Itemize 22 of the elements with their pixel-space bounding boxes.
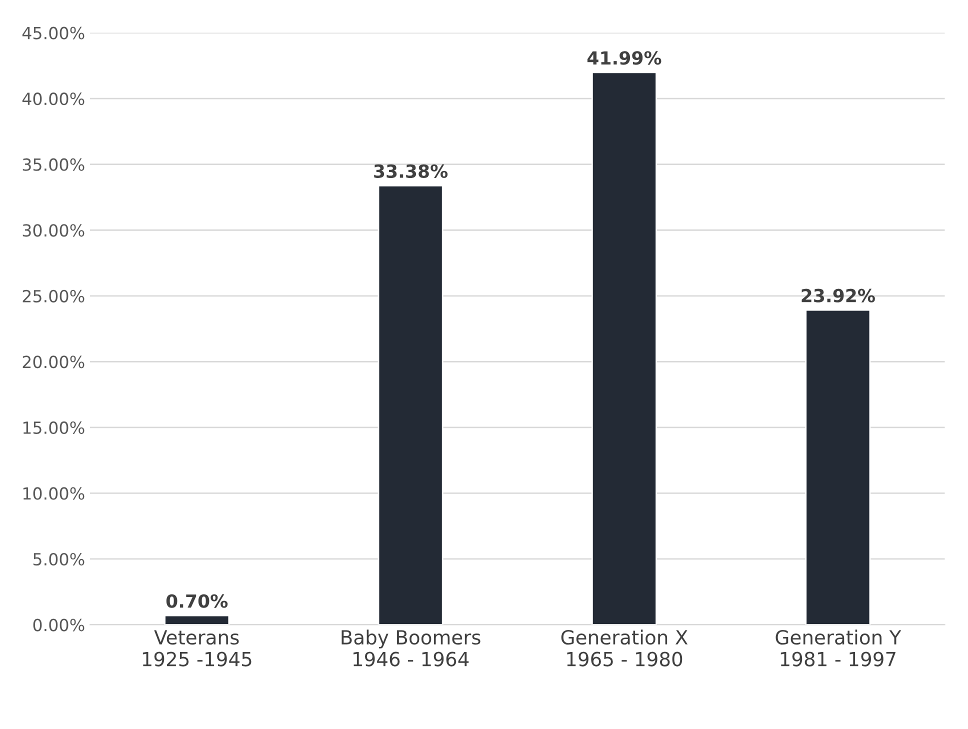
data-label: 0.70% [166,594,228,608]
x-tick-label: Generation X 1965 - 1980 [561,630,688,666]
y-tick-label: 30.00% [22,224,84,237]
data-label: 41.99% [587,51,662,65]
x-tick-label: Generation Y 1981 - 1997 [776,630,902,666]
y-tick-label: 20.00% [22,356,84,368]
y-tick-label: 0.00% [33,618,84,632]
y-tick-label: 15.00% [23,421,84,434]
bar [805,309,871,625]
bar [378,184,444,625]
bar [164,614,230,625]
x-tick-label: Baby Boomers 1946 - 1964 [342,630,480,666]
data-label: 33.38% [374,164,448,178]
bar [591,72,657,625]
y-tick-label: 25.00% [22,290,84,302]
y-tick-label: 40.00% [22,92,84,106]
x-tick-label: Veterans 1925 -1945 [142,630,252,666]
y-tick-label: 5.00% [34,552,84,566]
y-tick-label: 45.00% [22,26,84,40]
data-label: 23.92% [802,288,875,302]
y-tick-label: 35.00% [22,158,84,171]
y-tick-label: 10.00% [23,487,84,500]
